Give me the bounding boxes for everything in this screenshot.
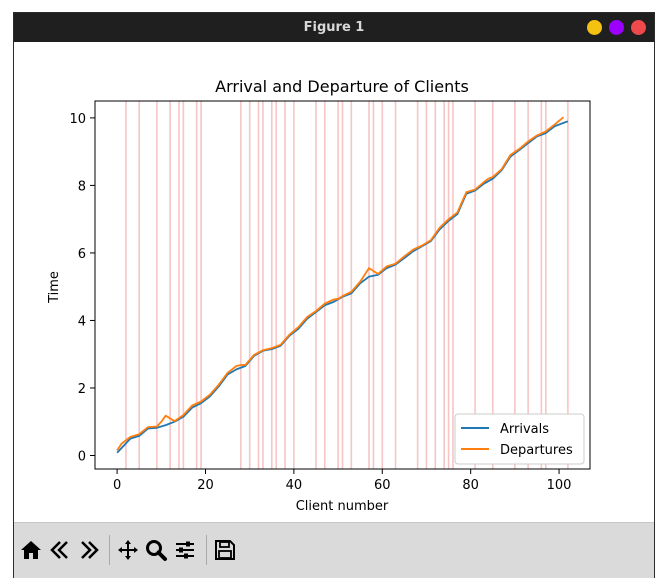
figure-window: Figure 1 Arrival and Departure of Client… [13,12,655,578]
back-icon [50,541,68,559]
x-tick-label: 60 [374,478,391,493]
legend: Arrivals Departures [454,413,585,465]
x-tick-label: 0 [113,478,121,493]
legend-box [454,413,585,465]
pan-button[interactable] [115,537,141,563]
y-tick-label: 4 [78,314,86,329]
pan-icon [118,540,138,560]
y-tick-label: 10 [69,112,86,127]
close-button[interactable] [631,20,646,35]
configure-subplots-button[interactable] [172,537,198,563]
y-axis-label: Time [47,271,62,304]
navigation-toolbar [14,522,654,578]
x-tick-label: 100 [547,478,572,493]
figure-canvas[interactable]: Arrival and Departure of Clients 0 20 40 60… [14,42,654,522]
chart-title: Arrival and Departure of Clients [215,77,469,96]
plot-frame [94,100,591,470]
x-tick-label: 40 [286,478,303,493]
y-tick-label: 6 [78,247,86,262]
y-axis: 0 2 4 6 8 10 [69,112,95,464]
line-chart: Arrival and Departure of Clients 0 20 40 60… [47,77,591,514]
x-axis-label: Client number [296,499,389,514]
window-title: Figure 1 [303,20,365,35]
x-tick-label: 80 [462,478,479,493]
zoom-button[interactable] [143,537,169,563]
toolbar-separator [109,535,110,565]
home-icon [21,541,41,559]
save-icon [215,540,235,560]
zoom-icon [146,540,167,561]
x-axis: 0 20 40 60 80 100 [113,469,572,493]
y-tick-label: 8 [78,179,86,194]
legend-label-departures: Departures [500,443,573,458]
back-button[interactable] [47,537,73,563]
forward-icon [81,541,99,559]
forward-button[interactable] [76,537,102,563]
home-button[interactable] [18,537,44,563]
legend-label-arrivals: Arrivals [500,422,549,437]
series-lines [116,116,569,454]
y-tick-label: 0 [78,449,86,464]
x-tick-label: 20 [197,478,214,493]
series-line-departures [116,116,565,451]
vertical-markers [125,101,569,469]
maximize-button[interactable] [609,20,624,35]
configure-subplots-icon [176,541,194,559]
y-tick-label: 2 [78,382,86,397]
save-button[interactable] [212,537,238,563]
minimize-button[interactable] [587,20,602,35]
title-bar[interactable]: Figure 1 [14,13,654,42]
toolbar-separator [206,535,207,565]
